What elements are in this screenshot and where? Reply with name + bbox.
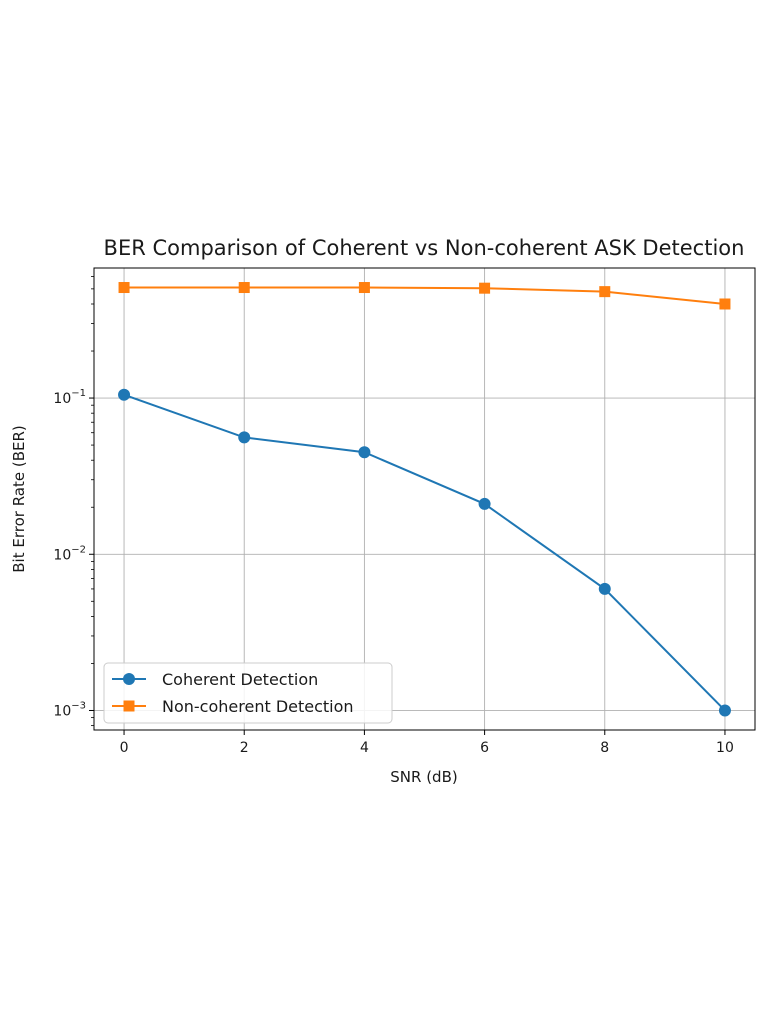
y-axis-label: Bit Error Rate (BER) [10,425,28,573]
legend-item-coherent-detection: Coherent Detection [112,670,318,689]
data-point-non-coherent-detection [118,282,130,294]
legend-label: Coherent Detection [162,670,318,689]
x-tick-label: 10 [716,740,734,756]
legend: Coherent Detection Non-coherent Detection [103,662,393,724]
grid-lines [94,268,755,730]
x-axis-label: SNR (dB) [390,768,457,786]
series-line-non-coherent-detection [124,286,726,305]
x-tick-label: 8 [600,740,609,756]
data-point-non-coherent-detection [238,282,250,294]
data-point-coherent-detection [478,497,491,510]
data-point-non-coherent-detection [719,298,731,310]
data-point-coherent-detection [718,704,731,717]
data-point-non-coherent-detection [358,282,370,294]
legend-marker [123,700,135,712]
series-lines [118,282,731,717]
x-tick-label: 0 [120,740,129,756]
y-tick-label: 10−1 [53,388,86,407]
x-tick-label: 6 [480,740,489,756]
legend-box [103,662,393,724]
data-point-coherent-detection [598,582,611,595]
x-tick-label: 4 [360,740,369,756]
y-tick-label: 10−3 [53,700,86,719]
y-tick-label: 10−2 [53,544,86,563]
x-tick-label: 2 [240,740,249,756]
data-point-non-coherent-detection [599,286,611,298]
chart-title: BER Comparison of Coherent vs Non-cohere… [104,236,745,260]
data-point-non-coherent-detection [479,282,491,294]
data-point-coherent-detection [358,446,371,459]
legend-item-non-coherent-detection: Non-coherent Detection [112,697,354,716]
data-point-coherent-detection [118,388,131,401]
axis-ticks: 0 2 4 6 8 10 10−3 10−2 10−1 [53,276,734,756]
series-line-coherent-detection [123,393,726,712]
series-coherent-detection [118,388,731,717]
plot-frame [93,267,756,731]
legend-marker [123,673,135,685]
legend-label: Non-coherent Detection [162,697,354,716]
series-non-coherent-detection [118,282,731,310]
data-point-coherent-detection [238,431,251,444]
